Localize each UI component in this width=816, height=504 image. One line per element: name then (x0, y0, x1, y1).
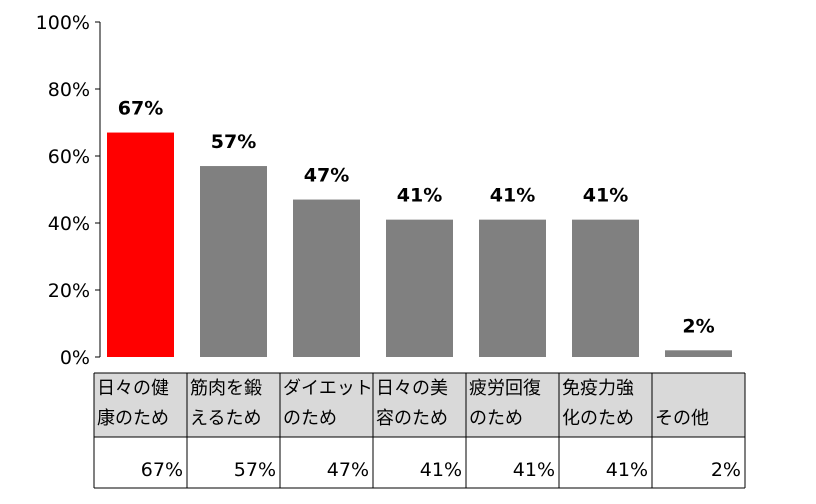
table-header-fill (94, 373, 745, 437)
y-tick-label: 80% (48, 79, 90, 101)
category-label: 筋肉を鍛 (190, 378, 262, 399)
table-value: 41% (420, 459, 462, 481)
data-label: 47% (304, 165, 349, 187)
bar (107, 132, 174, 357)
bar (665, 350, 732, 357)
table-value: 41% (606, 459, 648, 481)
y-tick-label: 100% (36, 12, 90, 34)
data-label: 57% (211, 131, 256, 153)
category-label: 康のため (97, 408, 169, 429)
category-label: のため (283, 408, 337, 429)
bar (200, 166, 267, 357)
data-label: 67% (118, 98, 163, 120)
bar (293, 199, 360, 357)
table-value: 57% (234, 459, 276, 481)
category-label: のため (469, 408, 523, 429)
data-label: 41% (397, 185, 442, 207)
category-label: えるため (190, 408, 261, 429)
category-label: その他 (655, 408, 709, 429)
table-value: 47% (327, 459, 369, 481)
table-value: 67% (141, 459, 183, 481)
bars (107, 132, 732, 357)
y-tick-label: 40% (48, 213, 90, 235)
table-value: 2% (711, 459, 741, 481)
y-tick-label: 0% (60, 347, 90, 369)
bar (386, 219, 453, 357)
y-axis: 0% 20% 40% 60% 80% 100% (36, 12, 101, 369)
category-label: 容のため (376, 408, 448, 429)
category-label: 免疫力強 (562, 378, 634, 399)
category-label: 疲労回復 (469, 378, 541, 399)
data-labels: 67% 57% 47% 41% 41% 41% 2% (118, 98, 715, 338)
category-label: 日々の美 (376, 378, 448, 399)
table-value: 41% (513, 459, 555, 481)
category-label: 化のため (562, 408, 634, 429)
bar (479, 219, 546, 357)
y-tick-label: 20% (48, 280, 90, 302)
category-label: ダイエット (283, 378, 373, 399)
data-label: 2% (682, 315, 714, 337)
data-label: 41% (583, 185, 628, 207)
category-label: 日々の健 (97, 378, 169, 399)
y-tick-label: 60% (48, 146, 90, 168)
bar (572, 219, 639, 357)
data-label: 41% (490, 185, 535, 207)
